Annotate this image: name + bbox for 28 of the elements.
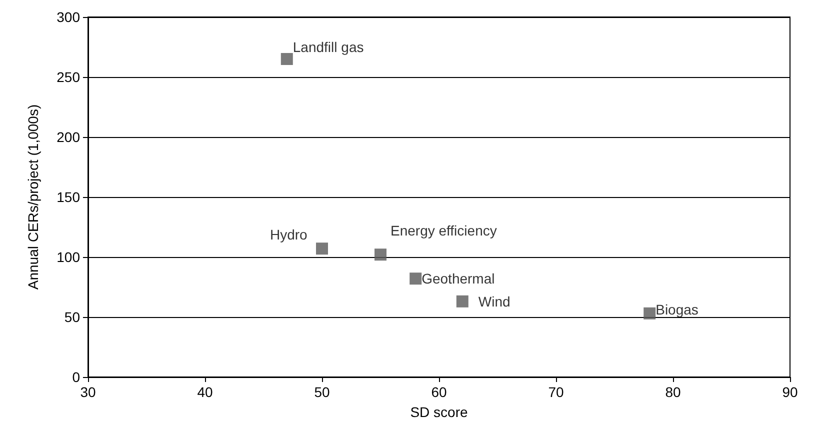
y-tick-label: 200 (56, 129, 80, 145)
x-axis-title: SD score (410, 404, 468, 420)
point (410, 272, 422, 285)
x-tick-label: 40 (197, 384, 213, 400)
y-tick-label: 0 (72, 369, 80, 385)
x-tick-label: 30 (80, 384, 96, 400)
y-tick-label: 250 (56, 69, 80, 85)
point (644, 307, 656, 320)
y-axis-title: Annual CERs/project (1,000s) (25, 104, 41, 290)
x-tick-label: 60 (431, 384, 447, 400)
annotation: Landfill gas (292, 39, 364, 55)
x-tick-label: 50 (314, 384, 330, 400)
x-tick-label: 80 (665, 384, 681, 400)
x-tick-label: 90 (782, 384, 798, 400)
point (280, 53, 293, 65)
annotation: Hydro (270, 226, 308, 243)
annotation: Wind (478, 293, 510, 310)
y-tick-label: 50 (64, 309, 80, 325)
y-tick-label: 150 (56, 189, 80, 205)
point (374, 248, 386, 261)
annotation: Biogas (656, 301, 698, 318)
x-tick-label: 70 (548, 384, 564, 400)
annotation: Energy efficiency (390, 222, 497, 239)
y-tick-label: 100 (56, 249, 80, 265)
point (316, 242, 328, 255)
y-tick-label: 300 (56, 9, 80, 25)
annotation: Geothermal (422, 270, 495, 287)
point (456, 295, 468, 308)
